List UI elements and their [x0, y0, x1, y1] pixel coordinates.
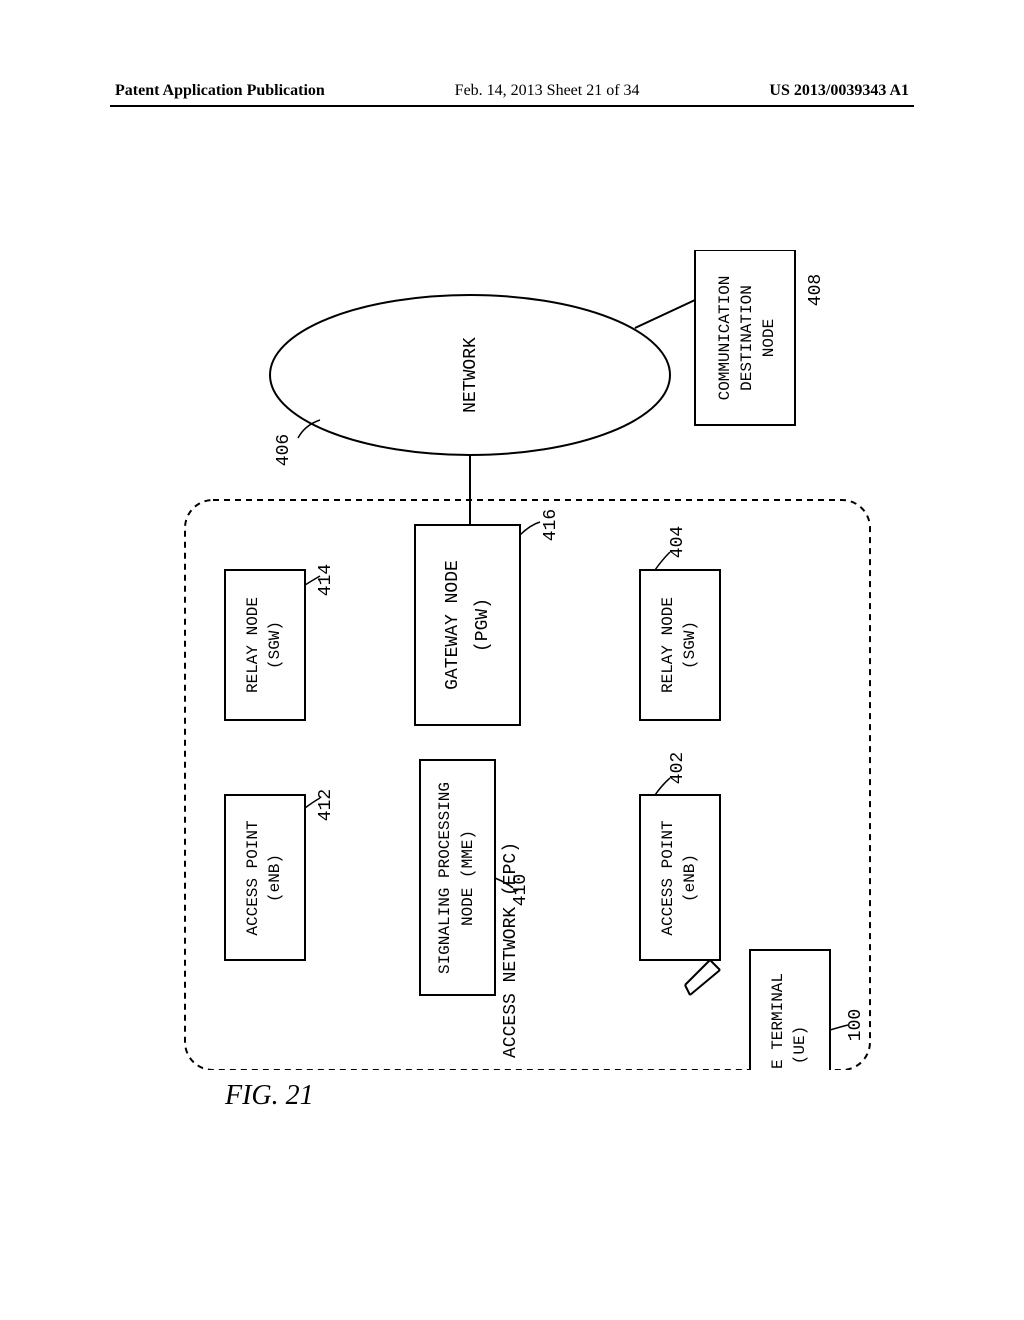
wireless-icon [685, 960, 720, 995]
header-left: Patent Application Publication [115, 82, 325, 100]
ref-402: 402 [668, 752, 688, 784]
edge-network-commdest [635, 300, 695, 328]
comm-dest-l3: NODE [760, 319, 778, 357]
mobile-l2: (UE) [791, 1026, 809, 1064]
figure-21: FIG. 21 NETWORK 406 COMMUNICATION DESTIN… [130, 250, 890, 1070]
diagram-svg: NETWORK 406 COMMUNICATION DESTINATION NO… [130, 250, 890, 1070]
mobile-l1: MOBILE TERMINAL [769, 973, 787, 1070]
relay-r-l2: (SGW) [681, 621, 699, 669]
gateway-l2: (PGW) [473, 598, 493, 652]
page-header: Patent Application Publication Feb. 14, … [0, 82, 1024, 100]
signaling-l2: NODE (MME) [459, 830, 477, 926]
signaling-box [420, 760, 495, 995]
header-rule [110, 105, 914, 107]
ref-408: 408 [806, 274, 826, 306]
gateway-box [415, 525, 520, 725]
ref-406: 406 [274, 434, 294, 466]
callout-404 [655, 552, 670, 570]
ref-404: 404 [668, 526, 688, 558]
comm-dest-l2: DESTINATION [738, 285, 756, 391]
ref-412: 412 [316, 789, 336, 821]
header-right: US 2013/0039343 A1 [769, 82, 909, 100]
access-net-label: ACCESS NETWORK (EPC) [501, 842, 521, 1058]
access-r-l1: ACCESS POINT [659, 820, 677, 935]
comm-dest-l1: COMMUNICATION [716, 276, 734, 401]
access-l-l1: ACCESS POINT [244, 820, 262, 935]
network-label: NETWORK [461, 337, 481, 413]
access-r-l2: (eNB) [681, 854, 699, 902]
ref-100: 100 [846, 1009, 866, 1041]
header-mid: Feb. 14, 2013 Sheet 21 of 34 [455, 82, 640, 100]
relay-l-box [225, 570, 305, 720]
access-r-box [640, 795, 720, 960]
relay-r-l1: RELAY NODE [659, 597, 677, 693]
callout-402 [655, 778, 670, 795]
relay-l-l2: (SGW) [266, 621, 284, 669]
access-l-l2: (eNB) [266, 854, 284, 902]
relay-r-box [640, 570, 720, 720]
ref-416: 416 [541, 509, 561, 541]
figure-label: FIG. 21 [225, 1080, 314, 1112]
gateway-l1: GATEWAY NODE [443, 560, 463, 690]
access-l-box [225, 795, 305, 960]
callout-416 [520, 522, 540, 535]
mobile-box [750, 950, 830, 1070]
signaling-l1: SIGNALING PROCESSING [436, 782, 454, 974]
relay-l-l1: RELAY NODE [244, 597, 262, 693]
ref-414: 414 [316, 564, 336, 596]
